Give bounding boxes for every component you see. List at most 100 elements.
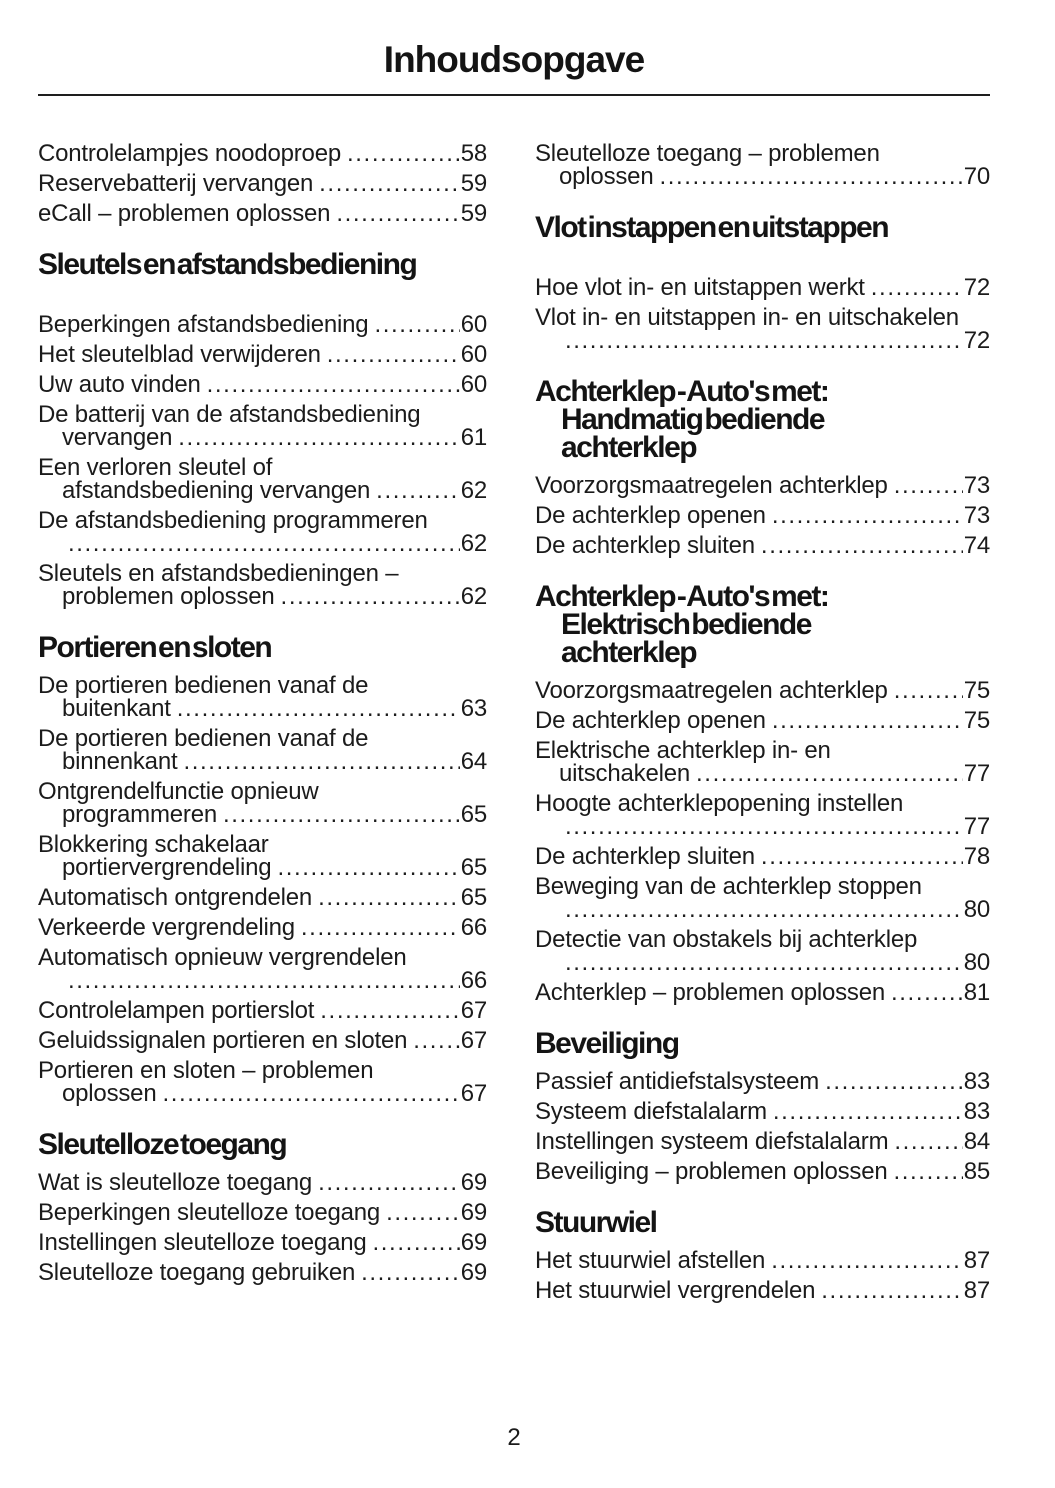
entry-label: De afstandsbediening programmeren bbox=[38, 507, 428, 534]
dot-leader bbox=[376, 479, 460, 502]
dot-leader bbox=[277, 856, 459, 879]
heading-line: Achterklep - Auto's met: bbox=[535, 375, 830, 408]
dot-leader bbox=[696, 762, 963, 785]
toc-entry: Passief antidiefstalsysteem 83 bbox=[535, 1070, 990, 1094]
toc-entry: De achterklep sluiten 78 bbox=[535, 845, 990, 869]
entry-page-number: 83 bbox=[963, 1098, 990, 1125]
dot-leader bbox=[565, 815, 963, 838]
entry-label: De portieren bedienen vanaf de bbox=[38, 672, 369, 699]
entry-page-number: 62 bbox=[460, 530, 487, 557]
toc-column-left: Controlelampjes noodoproep 58 Reservebatte… bbox=[38, 142, 487, 1309]
dot-leader bbox=[319, 172, 460, 195]
dot-leader bbox=[318, 1171, 460, 1194]
toc-entry: Sleutelloze toegang gebruiken 69 bbox=[38, 1261, 487, 1285]
dot-leader bbox=[772, 504, 963, 527]
entry-label: Beperkingen sleutelloze toegang bbox=[38, 1199, 381, 1226]
entry-page-number: 65 bbox=[460, 854, 487, 881]
toc-entry: Wat is sleutelloze toegang 69 bbox=[38, 1169, 487, 1196]
entry-label: Beweging van de achterklep stoppen bbox=[535, 873, 922, 900]
entry-page-number: 66 bbox=[460, 914, 487, 941]
entry-page-number: 87 bbox=[963, 1247, 990, 1274]
entry-label: De achterklep sluiten bbox=[535, 532, 755, 559]
dot-leader bbox=[761, 845, 963, 868]
section-heading: Achterklep - Auto's met: Elektrisch bedie… bbox=[535, 582, 990, 668]
entry-page-number: 67 bbox=[460, 1080, 487, 1107]
toc-entry: eCall – problemen oplossen 59 bbox=[38, 200, 487, 227]
page-title: Inhoudsopgave bbox=[383, 39, 645, 80]
entry-label: Hoe vlot in- en uitstappen werkt bbox=[535, 274, 865, 301]
toc-entry: De achterklep openen 75 bbox=[535, 709, 990, 733]
entry-label: Blokkering schakelaar bbox=[38, 831, 269, 858]
entry-page-number: 60 bbox=[460, 341, 487, 368]
entry-label: problemen oplossen bbox=[62, 583, 275, 610]
entry-label: Het sleutelblad verwijderen bbox=[38, 341, 321, 368]
page-header: Inhoudsopgave bbox=[38, 40, 990, 96]
toc-entry: Het stuurwiel vergrendelen 87 bbox=[535, 1277, 990, 1304]
entry-page-number: 63 bbox=[460, 695, 487, 722]
entry-page-number: 62 bbox=[460, 583, 487, 610]
entry-label: Beperkingen afstandsbediening bbox=[38, 311, 369, 338]
toc-entry: Beperkingen afstandsbediening 60 bbox=[38, 311, 487, 338]
entry-page-number: 60 bbox=[460, 371, 487, 398]
dot-leader bbox=[336, 202, 459, 225]
dot-leader bbox=[361, 1261, 460, 1284]
toc-entry: Beperkingen sleutelloze toegang 69 bbox=[38, 1199, 487, 1226]
dot-leader bbox=[386, 1201, 460, 1224]
entry-label: Instellingen sleutelloze toegang bbox=[38, 1229, 367, 1256]
entry-label: vervangen bbox=[62, 424, 173, 451]
toc-entry: Geluidssignalen portieren en sloten 67 bbox=[38, 1027, 487, 1054]
entry-label: Wat is sleutelloze toegang bbox=[38, 1169, 313, 1196]
entry-label: Reservebatterij vervangen bbox=[38, 170, 314, 197]
entry-label: Systeem diefstalalarm bbox=[535, 1098, 767, 1125]
entry-page-number: 80 bbox=[963, 896, 990, 923]
entry-page-number: 77 bbox=[963, 760, 990, 787]
entry-label: Automatisch opnieuw vergrendelen bbox=[38, 944, 407, 971]
section-heading: Sleutels en afstandsbediening bbox=[38, 250, 487, 280]
entry-label: De portieren bedienen vanaf de bbox=[38, 725, 369, 752]
dot-leader bbox=[68, 969, 460, 992]
dot-leader bbox=[761, 534, 963, 557]
entry-page-number: 61 bbox=[460, 424, 487, 451]
toc-entry: De achterklep openen 73 bbox=[535, 504, 990, 528]
page-number: 2 bbox=[507, 1424, 521, 1451]
dot-leader bbox=[320, 999, 459, 1022]
toc-entry: Hoogte achterklepopening instellen 77 bbox=[535, 792, 990, 839]
title-divider bbox=[38, 94, 990, 96]
toc-entry: De afstandsbediening programmeren 62 bbox=[38, 507, 487, 557]
entry-label: eCall – problemen oplossen bbox=[38, 200, 331, 227]
entry-label: Een verloren sleutel of bbox=[38, 454, 273, 481]
entry-page-number: 58 bbox=[460, 140, 487, 167]
dot-leader bbox=[223, 803, 460, 826]
entry-page-number: 69 bbox=[460, 1229, 487, 1256]
dot-leader bbox=[413, 1029, 459, 1052]
toc-entry: Controlelampen portierslot 67 bbox=[38, 997, 487, 1024]
entry-page-number: 72 bbox=[963, 327, 990, 354]
dot-leader bbox=[565, 898, 963, 921]
toc-entry: Blokkering schakelaar portiervergrendelin… bbox=[38, 831, 487, 881]
entry-label: Het stuurwiel afstellen bbox=[535, 1247, 766, 1274]
entry-label: Geluidssignalen portieren en sloten bbox=[38, 1027, 408, 1054]
page-footer: 2 bbox=[38, 1424, 990, 1452]
entry-page-number: 84 bbox=[963, 1128, 990, 1155]
toc-entry: Voorzorgsmaatregelen achterklep 75 bbox=[535, 679, 990, 703]
entry-label: portiervergrendeling bbox=[62, 854, 272, 881]
entry-label: Automatisch ontgrendelen bbox=[38, 884, 313, 911]
entry-label: Achterklep – problemen oplossen bbox=[535, 979, 886, 1006]
entry-page-number: 70 bbox=[963, 163, 990, 190]
entry-label: Portieren en sloten – problemen bbox=[38, 1057, 374, 1084]
entry-page-number: 73 bbox=[963, 472, 990, 499]
entry-page-number: 64 bbox=[460, 748, 487, 775]
toc-entry: Voorzorgsmaatregelen achterklep 73 bbox=[535, 472, 990, 499]
toc-entry: De achterklep sluiten 74 bbox=[535, 532, 990, 559]
entry-page-number: 67 bbox=[460, 997, 487, 1024]
toc-entry: Uw auto vinden 60 bbox=[38, 371, 487, 398]
toc-entry: Hoe vlot in- en uitstappen werkt 72 bbox=[535, 274, 990, 301]
dot-leader bbox=[183, 750, 459, 773]
entry-label: buitenkant bbox=[62, 695, 171, 722]
heading-line: Handmatig bediende bbox=[561, 403, 826, 436]
section-heading: Vlot instappen en uitstappen bbox=[535, 213, 990, 243]
entry-page-number: 65 bbox=[460, 801, 487, 828]
entry-label: Instellingen systeem diefstalalarm bbox=[535, 1128, 889, 1155]
entry-label: Het stuurwiel vergrendelen bbox=[535, 1277, 816, 1304]
